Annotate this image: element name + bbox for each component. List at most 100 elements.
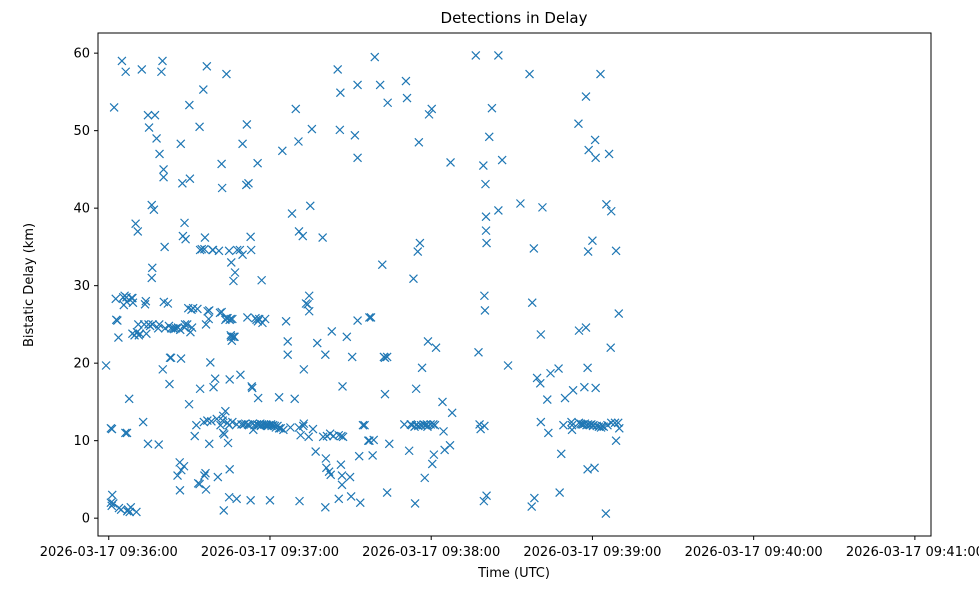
x-axis-label: Time (UTC): [477, 566, 550, 581]
data-point: [242, 313, 252, 322]
data-point: [166, 353, 176, 363]
data-point: [176, 354, 186, 363]
data-point: [295, 496, 304, 506]
data-point: [342, 332, 352, 342]
data-point: [484, 132, 494, 142]
data-point: [611, 436, 621, 446]
data-point: [431, 343, 441, 353]
data-point: [222, 69, 231, 79]
data-point: [338, 432, 348, 442]
data-point: [415, 238, 425, 248]
data-point: [247, 381, 257, 391]
data-point: [147, 273, 157, 283]
data-point: [480, 306, 490, 315]
data-point: [410, 499, 420, 508]
data-point: [606, 418, 616, 428]
data-point: [364, 313, 374, 322]
data-point: [140, 299, 150, 309]
data-point: [253, 393, 263, 403]
data-point: [401, 76, 411, 86]
data-point: [210, 374, 220, 384]
data-point: [137, 65, 147, 74]
data-point: [445, 440, 455, 450]
data-point: [369, 435, 379, 445]
data-point: [201, 319, 211, 329]
data-point: [128, 298, 138, 308]
data-point: [154, 440, 164, 449]
data-point: [353, 153, 362, 163]
data-point: [117, 56, 127, 66]
x-tick-label: 2026-03-17 09:40:00: [685, 545, 823, 560]
data-point: [223, 438, 233, 448]
data-point: [420, 473, 430, 483]
data-point: [121, 67, 131, 77]
data-point: [132, 507, 141, 517]
data-point: [347, 352, 357, 362]
data-point: [589, 420, 598, 430]
data-point: [213, 472, 223, 482]
data-point: [111, 294, 121, 304]
data-point: [305, 201, 315, 211]
data-point: [226, 314, 236, 324]
data-point: [610, 418, 620, 428]
data-point: [567, 417, 576, 427]
data-point: [277, 146, 287, 156]
data-point: [202, 61, 212, 71]
data-point: [588, 236, 597, 246]
data-point: [591, 383, 601, 393]
data-point: [232, 494, 242, 504]
data-point: [525, 69, 534, 79]
data-point: [156, 67, 166, 77]
data-point: [296, 430, 306, 440]
data-point: [155, 149, 164, 159]
data-point: [147, 263, 157, 273]
data-point: [147, 200, 157, 210]
chart-title: Detections in Delay: [441, 9, 588, 27]
data-point: [124, 394, 134, 404]
data-point: [186, 327, 195, 337]
data-point: [173, 471, 182, 480]
data-point: [298, 421, 308, 431]
data-point: [614, 309, 624, 318]
data-point: [224, 246, 234, 256]
data-point: [184, 100, 194, 110]
data-point: [556, 449, 566, 459]
data-point: [487, 103, 497, 113]
data-point: [180, 218, 189, 228]
data-point: [382, 488, 392, 498]
data-point: [195, 479, 204, 489]
data-point: [246, 245, 256, 255]
data-point: [579, 382, 589, 392]
data-point: [283, 350, 293, 360]
data-point: [601, 199, 611, 209]
data-point: [375, 80, 385, 90]
data-point: [606, 343, 616, 353]
data-point: [199, 244, 209, 254]
data-point: [527, 298, 537, 308]
data-point: [555, 488, 565, 498]
data-point: [291, 104, 301, 114]
data-point: [150, 110, 160, 120]
data-point: [482, 238, 491, 248]
data-point: [227, 314, 237, 324]
data-point: [246, 232, 256, 242]
data-point: [294, 226, 304, 236]
data-point: [411, 384, 421, 394]
y-tick-label: 40: [73, 202, 90, 217]
data-point: [424, 109, 434, 119]
data-points: [101, 51, 624, 518]
data-point: [139, 319, 149, 329]
data-point: [402, 93, 412, 103]
data-point: [106, 498, 116, 508]
data-point: [333, 65, 343, 74]
x-tick-label: 2026-03-17 09:36:00: [40, 545, 178, 560]
data-point: [360, 420, 369, 430]
y-tick-label: 0: [82, 512, 90, 527]
data-point: [581, 92, 591, 101]
data-point: [479, 496, 489, 506]
data-point: [604, 149, 614, 159]
data-point: [214, 246, 224, 256]
data-point: [318, 233, 328, 243]
